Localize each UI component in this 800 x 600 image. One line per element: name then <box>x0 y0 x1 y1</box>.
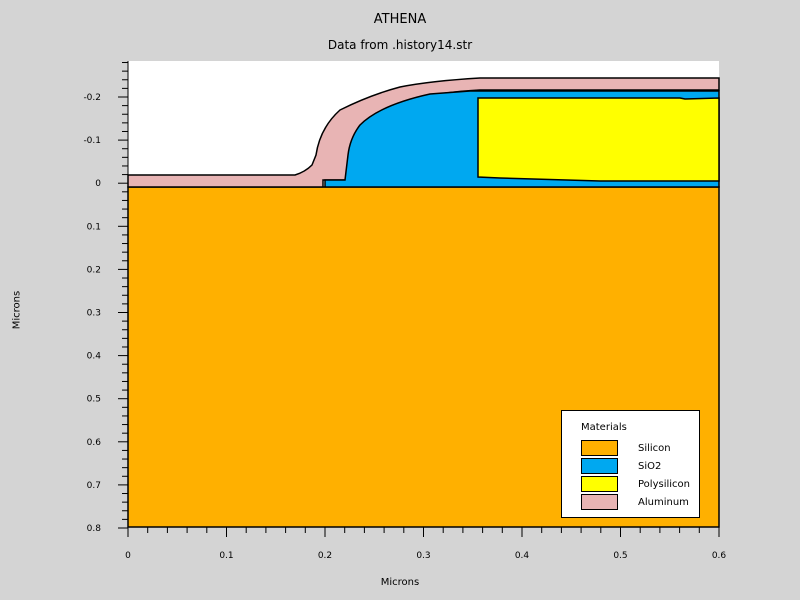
materials-legend: Materials Silicon SiO2 Polysilicon Alumi… <box>561 410 700 518</box>
legend-swatch-silicon <box>581 440 618 456</box>
x-axis-label: Microns <box>380 577 420 588</box>
y-axis-ticks: -0.2 -0.1 0 0.1 0.2 0.3 0.4 0.5 0.6 0.7 0.8 <box>83 62 128 534</box>
legend-swatch-sio2 <box>581 458 618 474</box>
legend-item-silicon: Silicon <box>581 440 696 456</box>
y-tick-label: 0.4 <box>87 352 102 362</box>
y-tick-label: 0.1 <box>87 222 101 232</box>
legend-item-polysilicon: Polysilicon <box>581 476 696 492</box>
y-axis-label: Microns <box>11 290 23 330</box>
legend-swatch-polysilicon <box>581 476 618 492</box>
y-tick-label: 0.7 <box>87 481 101 491</box>
x-axis-ticks: 0 0.1 0.2 0.3 0.4 0.5 0.6 <box>125 527 726 561</box>
legend-label-sio2: SiO2 <box>638 461 662 472</box>
legend-label-polysilicon: Polysilicon <box>638 479 690 490</box>
legend-swatch-aluminum <box>581 494 618 510</box>
y-tick-label: -0.1 <box>83 136 101 146</box>
y-tick-label: 0.2 <box>87 265 101 275</box>
y-tick-label: 0 <box>95 179 101 189</box>
legend-label-silicon: Silicon <box>638 443 671 454</box>
x-tick-label: 0 <box>125 551 131 561</box>
legend-item-sio2: SiO2 <box>581 458 696 474</box>
x-tick-label: 0.3 <box>416 551 430 561</box>
polysilicon-gate <box>477 97 720 182</box>
x-tick-label: 0.2 <box>318 551 332 561</box>
x-tick-label: 0.6 <box>712 551 727 561</box>
y-tick-label: -0.2 <box>83 93 101 103</box>
y-tick-label: 0.6 <box>87 438 102 448</box>
legend-item-aluminum: Aluminum <box>581 494 696 510</box>
legend-label-aluminum: Aluminum <box>638 497 689 508</box>
y-tick-label: 0.3 <box>87 309 101 319</box>
x-tick-label: 0.4 <box>515 551 530 561</box>
legend-title: Materials <box>581 422 627 433</box>
x-tick-label: 0.1 <box>219 551 233 561</box>
y-tick-label: 0.8 <box>87 524 102 534</box>
y-tick-label: 0.5 <box>87 395 101 405</box>
plot-subtitle: Data from .history14.str <box>327 38 473 52</box>
x-tick-label: 0.5 <box>613 551 627 561</box>
plot-title: ATHENA <box>373 12 427 27</box>
